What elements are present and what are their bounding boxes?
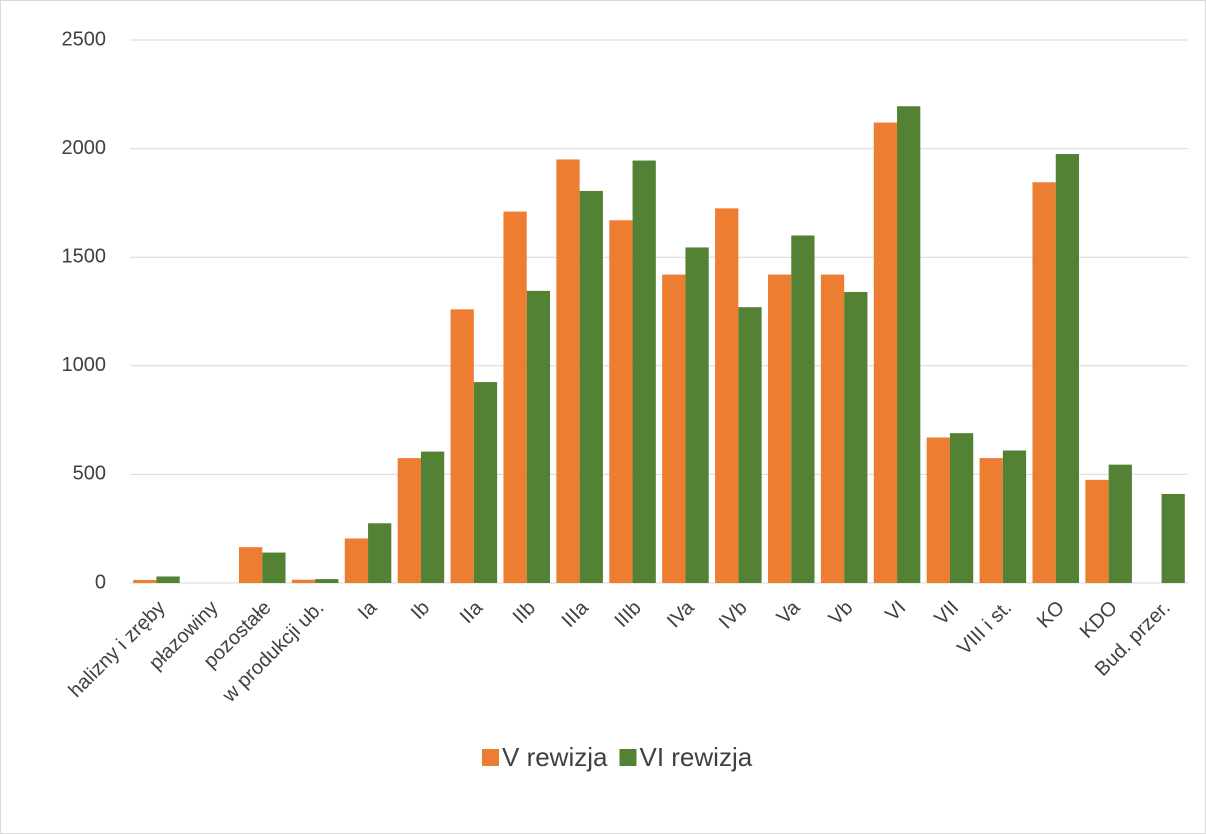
bar — [791, 235, 815, 584]
bar — [873, 122, 898, 583]
bar — [632, 160, 656, 583]
bar — [344, 538, 369, 583]
bar — [315, 579, 339, 583]
bar — [1161, 493, 1185, 583]
y-tick-label: 1000 — [62, 354, 107, 376]
bar — [238, 547, 263, 583]
legend-swatch — [482, 749, 499, 766]
bar — [262, 552, 286, 583]
bar — [1085, 479, 1109, 583]
bar — [738, 307, 762, 583]
bar — [662, 274, 686, 583]
bar — [420, 451, 445, 583]
bar — [556, 159, 580, 583]
bar — [844, 291, 868, 583]
bar — [609, 220, 633, 583]
y-tick-label: 2000 — [62, 137, 107, 159]
bar — [473, 382, 498, 583]
bar — [133, 579, 157, 583]
y-tick-label: 2500 — [62, 28, 107, 50]
legend: V rewizja VI rewizja — [482, 742, 753, 772]
bar — [979, 458, 1003, 583]
bar — [767, 274, 792, 583]
bar — [526, 290, 551, 583]
bar — [1108, 464, 1132, 583]
bar — [949, 433, 974, 583]
y-tick-label: 1500 — [62, 245, 107, 267]
bar — [1002, 450, 1027, 583]
bar — [1055, 154, 1080, 583]
bar — [715, 208, 739, 583]
y-tick-label: 500 — [73, 463, 106, 485]
bar — [368, 523, 392, 583]
bar — [291, 579, 316, 583]
bar — [156, 576, 180, 583]
legend-swatch — [619, 749, 637, 766]
bar — [1032, 182, 1056, 584]
bar — [897, 106, 921, 583]
bar — [397, 458, 421, 583]
bar — [450, 309, 474, 583]
legend-label: VI rewizja — [639, 742, 752, 772]
bar — [926, 437, 950, 583]
legend-label: V rewizja — [502, 742, 608, 772]
bar — [579, 190, 603, 584]
bar — [820, 274, 845, 583]
y-tick-label: 0 — [95, 571, 106, 593]
bar — [503, 211, 527, 583]
bar — [685, 247, 709, 583]
